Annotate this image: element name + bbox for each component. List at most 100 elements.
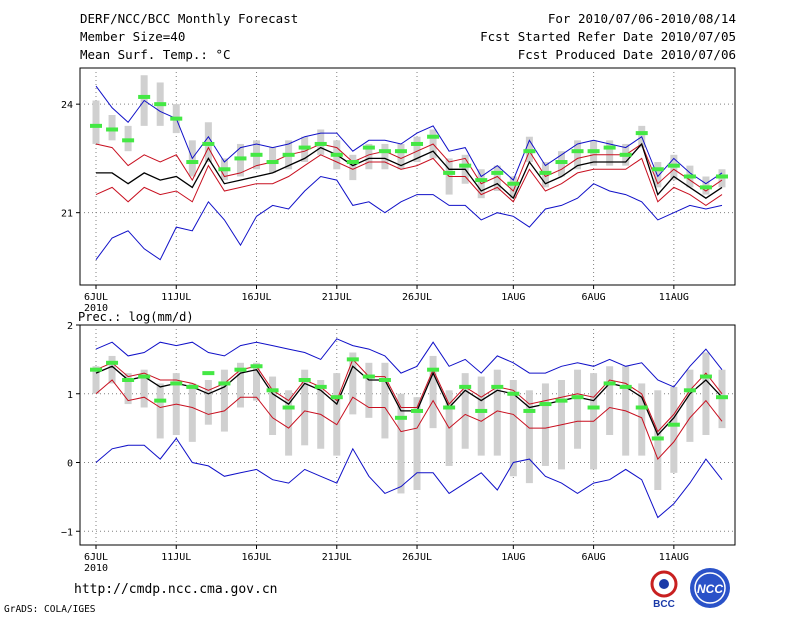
fcst-started-label: Fcst Started Refer Date 2010/07/05 [480, 29, 736, 44]
panel1-obs-marker [716, 174, 728, 179]
forecast-period-label: For 2010/07/06-2010/08/14 [547, 11, 736, 26]
chart-title: DERF/NCC/BCC Monthly Forecast [80, 11, 299, 26]
member-size-label: Member Size=40 [80, 29, 186, 44]
panel2-xtick-label: 26JUL [402, 552, 432, 563]
panel2-spread-bar [269, 376, 277, 435]
panel2-xtick-label: 11JUL [161, 552, 191, 563]
panel1-obs-marker [106, 127, 119, 132]
panel2-spread-bar [124, 373, 132, 405]
panel1-obs-marker [378, 149, 391, 154]
panel2-ytick-label: 2 [67, 321, 73, 332]
panel2-obs-marker [699, 374, 712, 379]
bcc-logo: BCC [650, 570, 678, 610]
panel1-obs-marker [475, 178, 488, 183]
panel1-obs-marker [362, 145, 375, 150]
panel2-obs-marker [106, 360, 119, 365]
fcst-produced-label: Fcst Produced Date 2010/07/06 [517, 47, 736, 62]
panel2-obs-marker [186, 384, 199, 389]
panel1-obs-marker [170, 116, 183, 121]
panel2-spread-bar [397, 393, 405, 494]
panel1-obs-marker [651, 167, 664, 172]
panel1-obs-marker [635, 131, 648, 136]
panel2-ytick-label: 1 [67, 390, 73, 401]
panel2-spread-bar [670, 386, 678, 473]
panel2-obs-marker [330, 395, 343, 400]
panel1-obs-marker [443, 170, 456, 175]
panel1-obs-marker [539, 170, 552, 175]
panel1-frame [79, 67, 736, 286]
panel2-spread-bar [381, 362, 389, 439]
panel2-obs-marker [314, 384, 327, 389]
panel2-obs-marker [394, 415, 407, 420]
panel2-obs-marker [250, 364, 263, 369]
panel1-obs-marker [250, 152, 263, 157]
bcc-logo-text: BCC [653, 599, 675, 610]
panel1-xtick-label: 16JUL [241, 292, 271, 303]
panel1-xtick-label: 11JUL [161, 292, 191, 303]
panel1-xtick-label: 11AUG [659, 292, 689, 303]
panel1-obs-marker [346, 160, 359, 165]
panel1-lower-line [95, 154, 723, 207]
panel2-xtick-label: 6AUG [582, 552, 606, 563]
panel1-obs-marker [683, 174, 696, 179]
ncc-logo-text: NCC [697, 582, 723, 596]
panel2-obs-marker [218, 381, 231, 386]
panel1-ytick-label: 24 [61, 100, 73, 111]
panel2-xtick-label: 1AUG [501, 552, 525, 563]
panel1-ytick-label: 21 [61, 209, 73, 220]
panel2-spread-bar [541, 383, 549, 466]
panel1-spread-bar [349, 154, 357, 181]
panel1-spread-bar [606, 140, 614, 166]
panel2-spread-bar [92, 366, 100, 394]
panel2-spread-bar [301, 369, 309, 446]
panel2-obs-marker [122, 378, 135, 382]
panel2-obs-marker [603, 381, 616, 386]
bcc-logo-ring [650, 570, 678, 598]
panel2-obs-marker [362, 374, 375, 379]
panel2-obs-marker [234, 367, 247, 372]
panel2-spread-bar [477, 376, 485, 456]
panel1-obs-marker [427, 134, 440, 139]
panel1-obs-marker [90, 123, 102, 128]
panel2-xtick-label: 21JUL [322, 552, 352, 563]
panel2-ytick-label: −1 [61, 527, 73, 538]
panel2-obs-marker [491, 384, 504, 389]
panel1-spread-bar [413, 136, 421, 163]
panel2-spread-bar [429, 355, 437, 429]
panel2-xtick-label: 6JUL [84, 552, 108, 563]
panel2-spread-bar [204, 380, 212, 425]
panel2-obs-marker [651, 436, 664, 441]
panel1-obs-marker [298, 145, 311, 150]
panel1-spread-bar [92, 100, 100, 144]
panel1-obs-marker [491, 170, 504, 175]
panel2-obs-marker [507, 391, 520, 396]
panel1-xtick-label: 6AUG [582, 292, 606, 303]
panel1-obs-marker [122, 138, 135, 143]
panel2-spread-bar [220, 369, 228, 432]
panel1-year-label: 2010 [84, 303, 108, 314]
panel2-obs-marker [475, 408, 488, 413]
panel2-lower-line [95, 379, 723, 461]
panel2-mean-line [95, 365, 723, 437]
panel2-obs-marker [138, 374, 151, 379]
panel2-year-label: 2010 [84, 563, 108, 574]
panel2-obs-marker [619, 384, 632, 389]
panel1-spread-bar [654, 162, 662, 188]
panel2-xtick-label: 11AUG [659, 552, 689, 563]
panel1-obs-marker [507, 181, 520, 186]
panel2-spread-bar [333, 373, 341, 456]
panel2-obs-marker [411, 408, 424, 413]
panel2-obs-marker [539, 402, 552, 407]
panel1-spread-bar [365, 143, 373, 170]
panel1-upper-line [95, 143, 723, 192]
panel2-obs-marker [459, 384, 472, 389]
panel1-spread-bar [509, 176, 517, 199]
panel2-spread-bar [349, 352, 357, 415]
panel2-spread-bar [525, 390, 533, 484]
panel2-obs-marker [154, 398, 167, 403]
panel2-spread-bar [574, 369, 582, 449]
bcc-logo-core [659, 579, 669, 589]
website-url[interactable]: http://cmdp.ncc.cma.gov.cn [74, 582, 278, 597]
panel2-spread-bar [156, 383, 164, 439]
panel1-obs-marker [234, 156, 247, 161]
